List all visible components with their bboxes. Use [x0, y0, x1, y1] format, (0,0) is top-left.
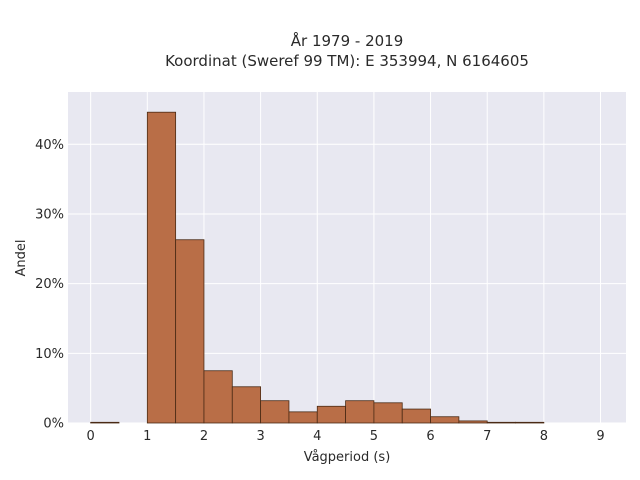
x-tick-label: 5	[370, 429, 378, 444]
histogram-bar	[260, 400, 290, 424]
histogram-bar	[486, 421, 516, 424]
histogram-bar	[175, 239, 205, 424]
x-tick-labels: 0 1 2 3 4 5 6 7 8 9	[87, 429, 605, 444]
x-tick-label: 9	[596, 429, 604, 444]
x-tick-label: 4	[313, 429, 321, 444]
x-tick-label: 1	[143, 429, 151, 444]
x-axis-title: Vågperiod (s)	[304, 450, 391, 465]
histogram-bar	[288, 411, 318, 424]
histogram-bar	[90, 421, 120, 424]
histogram-bar	[316, 405, 346, 424]
histogram-bar	[231, 386, 262, 424]
x-tick-label: 2	[200, 429, 208, 444]
chart-title-line2: Koordinat (Sweref 99 TM): E 353994, N 61…	[165, 52, 529, 70]
y-tick-label: 0%	[43, 417, 64, 432]
x-tick-label: 6	[426, 429, 434, 444]
x-tick-label: 8	[540, 429, 548, 444]
histogram-bar	[430, 416, 460, 424]
histogram-bar	[401, 408, 431, 424]
y-axis-title: Andel	[14, 240, 29, 277]
x-tick-label: 0	[87, 429, 95, 444]
histogram-bar	[345, 400, 375, 424]
y-tick-label: 20%	[35, 277, 64, 292]
y-tick-label: 30%	[35, 207, 64, 222]
x-tick-label: 3	[256, 429, 264, 444]
histogram-bar	[458, 420, 488, 424]
histogram-bar	[515, 421, 545, 424]
histogram-bar	[203, 370, 233, 424]
y-tick-label: 10%	[35, 347, 64, 362]
bars	[90, 111, 545, 424]
chart-title-line1: År 1979 - 2019	[291, 31, 404, 50]
histogram-bar	[146, 111, 177, 424]
histogram-bar	[373, 402, 403, 424]
y-tick-label: 40%	[35, 138, 64, 153]
x-tick-label: 7	[483, 429, 491, 444]
y-tick-labels: 0% 10% 20% 30% 40%	[35, 138, 64, 432]
